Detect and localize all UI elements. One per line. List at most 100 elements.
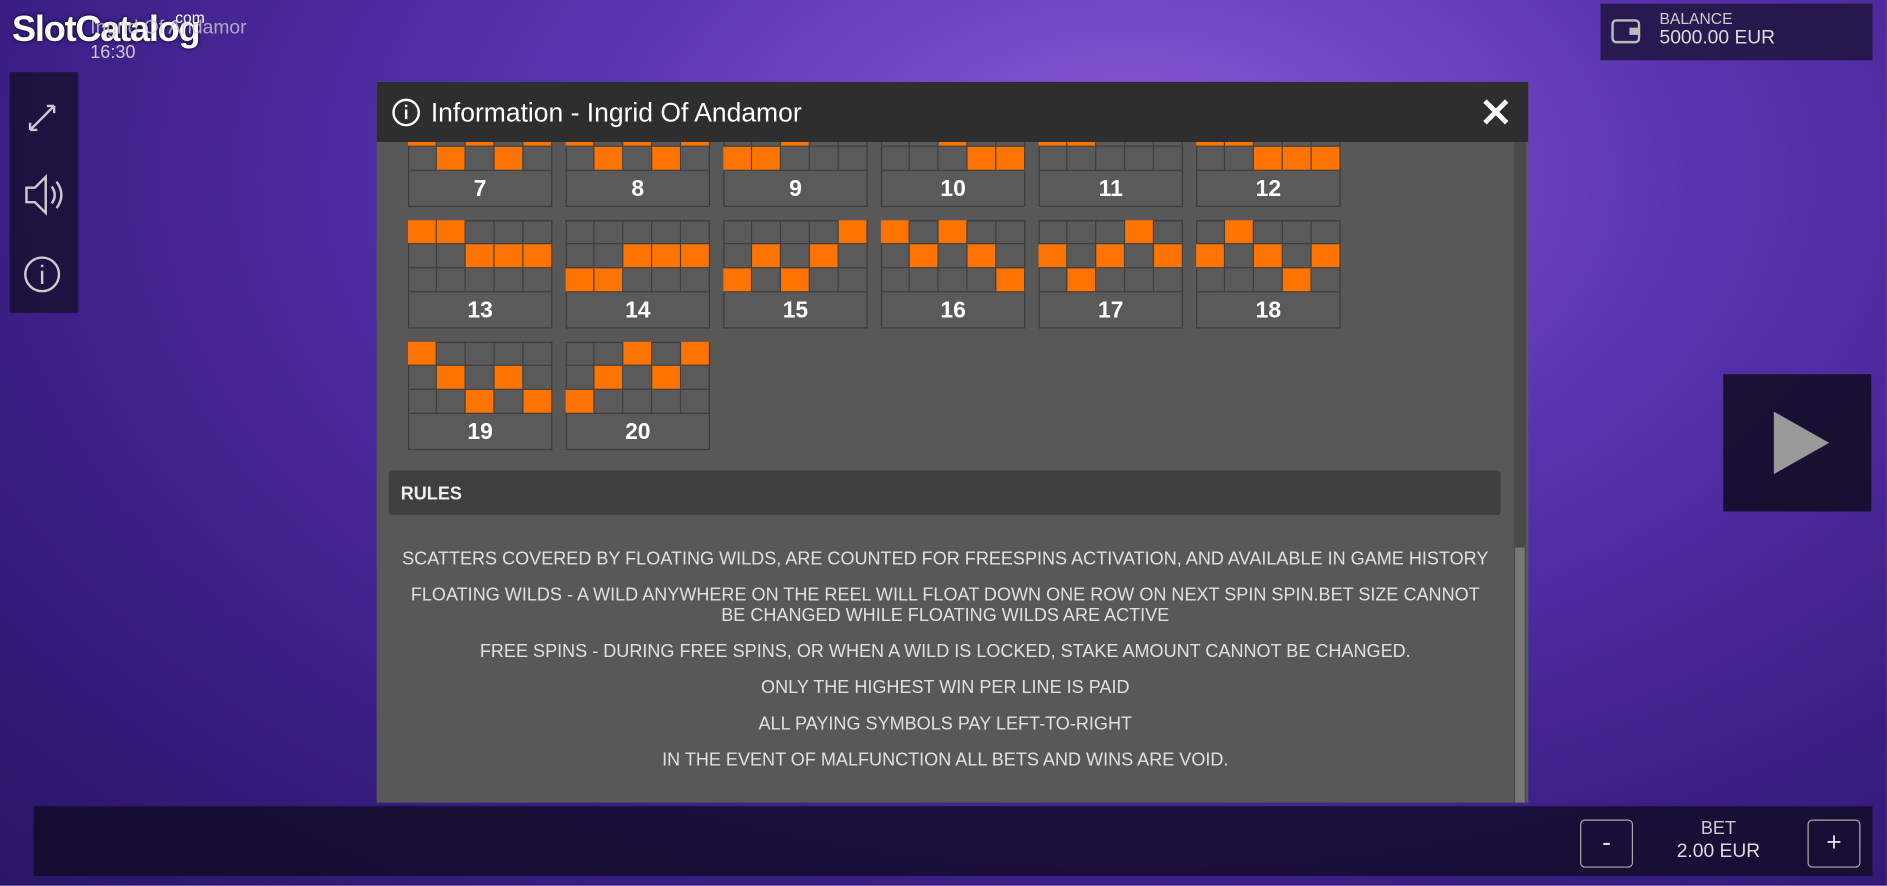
payline-cell-active [436,220,466,245]
info-icon[interactable] [24,256,61,293]
payline-cell [407,244,437,269]
bet-label: BET [1700,818,1737,839]
payline-cell [652,389,682,414]
rules-header: RULES [388,470,1501,516]
payline-cell-active [565,142,595,147]
payline-grid: 7 [407,142,553,207]
payline-cell-active [967,244,997,269]
wallet-icon [1611,19,1641,44]
payline-cell [1154,268,1183,293]
payline-grid: 15 [723,220,868,329]
rule-text: ALL PAYING SYMBOLS PAY LEFT-TO-RIGHT [758,713,1133,735]
payline-cell-active [681,341,711,366]
balance-panel: BALANCE 5000.00 EUR [1600,3,1873,61]
payline-cell [494,142,524,147]
payline-cell [494,268,524,293]
payline-cell [465,365,495,390]
payline-number: 20 [625,419,651,446]
payline-cell [407,268,437,293]
payline-number: 14 [625,298,651,324]
payline-grid: 11 [1038,142,1183,207]
payline-cell-active [523,244,553,269]
payline-cell-active [996,268,1026,293]
payline-cell-active [565,268,595,293]
payline-cell-active [594,268,624,293]
payline-cell-active [523,142,553,147]
payline-cell-active [1225,220,1254,245]
payline-cell [1067,220,1097,245]
payline-cell [523,341,553,366]
logo: SlotCatalog [12,9,201,50]
payline-cell-active [494,146,524,171]
payline-cell [723,142,753,147]
payline-cell [1038,220,1068,245]
payline-cell-active [407,341,437,366]
payline-cell [909,220,939,245]
payline-grid: 12 [1196,142,1341,207]
payline-cell [880,146,910,171]
payline-grid: 18 [1196,220,1341,329]
scrollbar-thumb[interactable] [1515,547,1525,803]
payline-cell [681,146,711,171]
payline-cell [1038,268,1068,293]
payline-cell [1225,146,1254,171]
payline-cell-active [1096,244,1126,269]
payline-number: 19 [467,419,493,446]
scrollbar[interactable] [1513,142,1526,803]
payline-cell [623,365,653,390]
payline-cell-active [436,365,466,390]
payline-cell-active [436,146,466,171]
bet-plus[interactable]: + [1807,819,1861,868]
close-button[interactable] [1481,97,1510,126]
payline-cell [996,220,1026,245]
payline-cell [781,146,810,171]
spin-button[interactable] [1723,374,1872,512]
payline-cell-active [652,365,682,390]
game-title: Ingrid Of Andamor [90,18,247,39]
payline-cell [1154,142,1183,147]
rule-text: SCATTERS COVERED BY FLOATING WILDS, ARE … [402,548,1489,570]
payline-cell-active [781,142,810,147]
payline-cell [909,146,939,171]
payline-cell-active [967,146,997,171]
payline-cell [938,268,968,293]
fullscreen-icon[interactable] [28,104,56,132]
payline-cell-active [781,268,810,293]
payline-number: 7 [473,176,487,203]
payline-cell [494,389,524,414]
payline-cell-active [723,146,753,171]
payline-cell-active [1196,244,1226,269]
bet-minus[interactable]: - [1580,819,1634,868]
payline-cell [1125,146,1155,171]
payline-cell [1125,244,1155,269]
payline-cell-active [996,146,1026,171]
payline-cell [752,268,782,293]
payline-grid: 17 [1038,220,1183,329]
payline-cell-active [1282,268,1312,293]
balance-label: BALANCE [1659,9,1733,28]
payline-cell [1096,220,1126,245]
clock: 16:30 [90,42,136,63]
payline-cell-active [1038,244,1068,269]
rule-text: IN THE EVENT OF MALFUNCTION ALL BETS AND… [662,749,1229,771]
payline-cell [1096,142,1126,147]
payline-cell-active [565,389,595,414]
payline-cell-active [752,146,782,171]
payline-cell [781,220,810,245]
payline-cell [938,146,968,171]
payline-number: 8 [631,176,645,203]
payline-cell [909,142,939,147]
payline-number: 10 [940,176,966,203]
payline-cell [436,244,466,269]
payline-cell [723,220,753,245]
payline-grid: 8 [565,142,711,207]
payline-number: 18 [1255,298,1282,324]
payline-cell [681,365,711,390]
sidebar [9,72,79,313]
payline-cell-active [494,365,524,390]
payline-grid: 13 [407,220,553,329]
payline-grid: 9 [723,142,868,207]
sound-icon[interactable] [25,173,63,216]
payline-grid: 20 [565,341,711,451]
